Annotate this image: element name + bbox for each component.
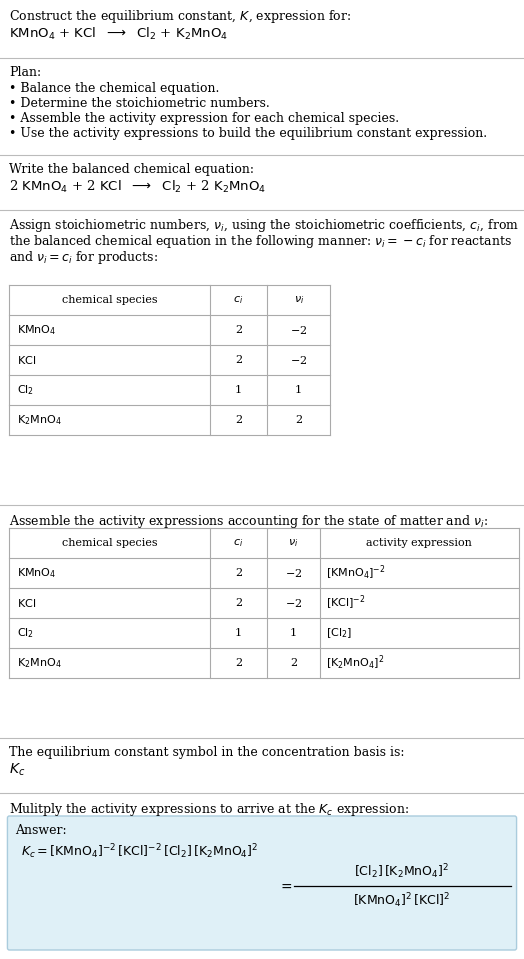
Text: the balanced chemical equation in the following manner: $\nu_i = -c_i$ for react: the balanced chemical equation in the fo…	[9, 233, 512, 250]
Text: $[\mathrm{Cl_2}]$: $[\mathrm{Cl_2}]$	[325, 626, 352, 640]
Text: activity expression: activity expression	[366, 538, 472, 548]
Text: chemical species: chemical species	[62, 295, 157, 305]
Text: $c_i$: $c_i$	[233, 294, 244, 306]
Text: 2: 2	[290, 658, 297, 668]
Text: 2: 2	[235, 568, 242, 578]
Text: $c_i$: $c_i$	[233, 537, 244, 549]
Text: $-$2: $-$2	[285, 597, 302, 609]
Text: Mulitply the activity expressions to arrive at the $K_c$ expression:: Mulitply the activity expressions to arr…	[9, 801, 410, 818]
Text: $\mathrm{K_2MnO_4}$: $\mathrm{K_2MnO_4}$	[17, 413, 62, 427]
Text: $K_c$: $K_c$	[9, 762, 26, 779]
Text: 1: 1	[235, 385, 242, 395]
Text: 2: 2	[235, 658, 242, 668]
Text: $-$2: $-$2	[290, 324, 308, 336]
Text: 2: 2	[235, 325, 242, 335]
Text: 2: 2	[235, 598, 242, 608]
Text: 1: 1	[235, 628, 242, 638]
Text: • Use the activity expressions to build the equilibrium constant expression.: • Use the activity expressions to build …	[9, 127, 487, 140]
Text: $[\mathrm{KMnO_4}]^{2}\,[\mathrm{KCl}]^{2}$: $[\mathrm{KMnO_4}]^{2}\,[\mathrm{KCl}]^{…	[353, 892, 451, 910]
Text: 2 $\mathrm{KMnO_4}$ + 2 $\mathrm{KCl}$  $\longrightarrow$  $\mathrm{Cl_2}$ + 2 $: 2 $\mathrm{KMnO_4}$ + 2 $\mathrm{KCl}$ $…	[9, 179, 266, 195]
Text: $\mathrm{K_2MnO_4}$: $\mathrm{K_2MnO_4}$	[17, 656, 62, 670]
Text: The equilibrium constant symbol in the concentration basis is:: The equilibrium constant symbol in the c…	[9, 746, 405, 759]
Text: $[\mathrm{K_2MnO_4}]^{2}$: $[\mathrm{K_2MnO_4}]^{2}$	[325, 654, 384, 672]
Text: 1: 1	[295, 385, 302, 395]
Text: $[\mathrm{Cl_2}]\,[\mathrm{K_2MnO_4}]^{2}$: $[\mathrm{Cl_2}]\,[\mathrm{K_2MnO_4}]^{2…	[354, 863, 450, 881]
Text: $\mathrm{KCl}$: $\mathrm{KCl}$	[17, 354, 37, 366]
Text: $\mathrm{KCl}$: $\mathrm{KCl}$	[17, 597, 37, 609]
Text: $[\mathrm{KCl}]^{-2}$: $[\mathrm{KCl}]^{-2}$	[325, 594, 365, 612]
Text: Assemble the activity expressions accounting for the state of matter and $\nu_i$: Assemble the activity expressions accoun…	[9, 513, 488, 530]
Text: $-$2: $-$2	[285, 567, 302, 579]
Text: $\mathrm{KMnO_4}$: $\mathrm{KMnO_4}$	[17, 566, 57, 580]
Text: $-$2: $-$2	[290, 354, 308, 366]
Text: 2: 2	[235, 355, 242, 365]
Text: Assign stoichiometric numbers, $\nu_i$, using the stoichiometric coefficients, $: Assign stoichiometric numbers, $\nu_i$, …	[9, 217, 519, 234]
FancyBboxPatch shape	[7, 816, 517, 950]
Text: 2: 2	[295, 415, 302, 425]
Text: $\nu_i$: $\nu_i$	[288, 537, 299, 549]
Text: • Balance the chemical equation.: • Balance the chemical equation.	[9, 82, 220, 95]
Text: Construct the equilibrium constant, $K$, expression for:: Construct the equilibrium constant, $K$,…	[9, 8, 352, 25]
Text: $K_c = [\mathrm{KMnO_4}]^{-2}\,[\mathrm{KCl}]^{-2}\,[\mathrm{Cl_2}]\,[\mathrm{K_: $K_c = [\mathrm{KMnO_4}]^{-2}\,[\mathrm{…	[21, 842, 259, 860]
Text: 1: 1	[290, 628, 297, 638]
Text: Plan:: Plan:	[9, 66, 41, 79]
Text: $\mathrm{KMnO_4}$: $\mathrm{KMnO_4}$	[17, 323, 57, 337]
Text: $=$: $=$	[278, 879, 292, 893]
Text: • Assemble the activity expression for each chemical species.: • Assemble the activity expression for e…	[9, 112, 400, 125]
Text: 2: 2	[235, 415, 242, 425]
Text: $\nu_i$: $\nu_i$	[293, 294, 304, 306]
Text: $\mathrm{Cl_2}$: $\mathrm{Cl_2}$	[17, 626, 35, 640]
Text: Answer:: Answer:	[15, 824, 67, 837]
Text: • Determine the stoichiometric numbers.: • Determine the stoichiometric numbers.	[9, 97, 270, 110]
Text: $\mathrm{Cl_2}$: $\mathrm{Cl_2}$	[17, 383, 35, 397]
Text: and $\nu_i = c_i$ for products:: and $\nu_i = c_i$ for products:	[9, 249, 159, 266]
Text: $[\mathrm{KMnO_4}]^{-2}$: $[\mathrm{KMnO_4}]^{-2}$	[325, 564, 385, 582]
Text: $\mathrm{KMnO_4}$ + $\mathrm{KCl}$  $\longrightarrow$  $\mathrm{Cl_2}$ + $\mathr: $\mathrm{KMnO_4}$ + $\mathrm{KCl}$ $\lon…	[9, 26, 228, 42]
Text: Write the balanced chemical equation:: Write the balanced chemical equation:	[9, 163, 255, 176]
Text: chemical species: chemical species	[62, 538, 157, 548]
